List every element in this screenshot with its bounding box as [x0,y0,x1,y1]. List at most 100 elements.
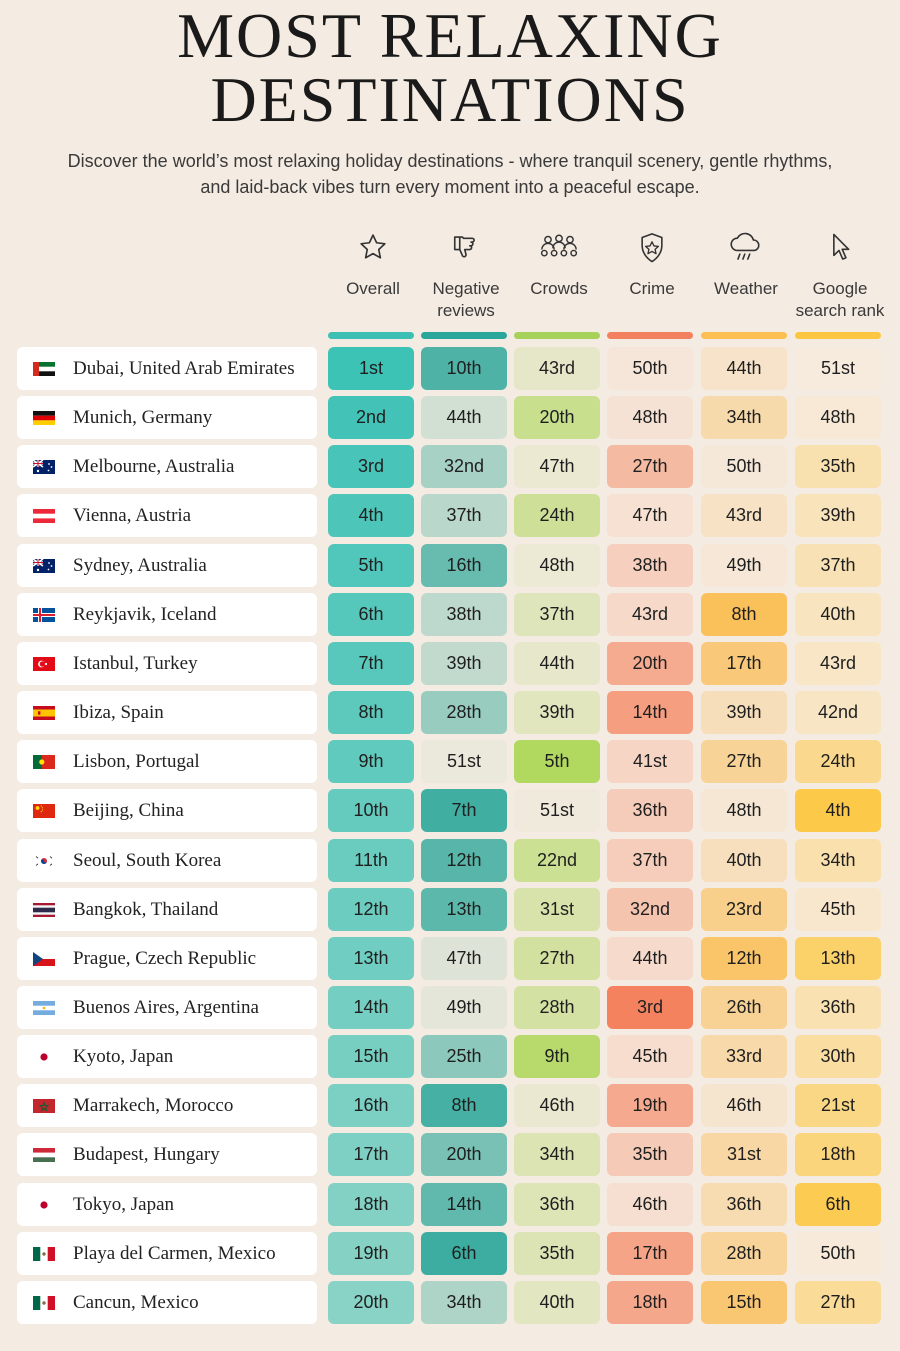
rank-cell-google: 18th [795,1133,881,1176]
rank-cell-negative: 49th [421,986,507,1029]
table-row-label: Kyoto, Japan [17,1035,317,1078]
rank-cell-google: 43rd [795,642,881,685]
rank-cell-weather: 31st [701,1133,787,1176]
rank-cell-crime: 35th [607,1133,693,1176]
column-header-crime: Crime [607,232,697,332]
subtitle: Discover the world’s most relaxing holid… [67,151,833,197]
argentina-flag-icon [33,1000,55,1015]
mexico-flag-icon [33,1295,55,1310]
spain-flag-icon [33,705,55,720]
rank-cell-crime: 27th [607,445,693,488]
rank-cell-google: 21st [795,1084,881,1127]
rank-cell-weather: 15th [701,1281,787,1324]
column-label: Negative reviews [432,279,500,320]
rank-cell-overall: 1st [328,347,414,390]
rank-cell-crowds: 44th [514,642,600,685]
rank-cell-google: 48th [795,396,881,439]
rank-cell-crime: 48th [607,396,693,439]
rank-cell-negative: 44th [421,396,507,439]
column-accent-bar [795,332,881,339]
rain-cloud-icon [701,232,791,274]
rank-cell-overall: 20th [328,1281,414,1324]
city-name: Istanbul, Turkey [73,652,198,674]
rank-cell-weather: 8th [701,593,787,636]
rank-cell-crowds: 35th [514,1232,600,1275]
rank-cell-crime: 46th [607,1183,693,1226]
rank-cell-weather: 46th [701,1084,787,1127]
rank-cell-negative: 10th [421,347,507,390]
rank-cell-weather: 27th [701,740,787,783]
rank-cell-google: 50th [795,1232,881,1275]
table-row-label: Sydney, Australia [17,544,317,587]
uae-flag-icon [33,361,55,376]
rank-cell-negative: 34th [421,1281,507,1324]
rank-cell-crime: 17th [607,1232,693,1275]
rank-cell-crime: 47th [607,494,693,537]
rank-cell-crowds: 47th [514,445,600,488]
people-icon [514,232,604,274]
rank-cell-negative: 8th [421,1084,507,1127]
rank-cell-negative: 39th [421,642,507,685]
rank-cell-negative: 6th [421,1232,507,1275]
germany-flag-icon [33,410,55,425]
table-row-label: Marrakech, Morocco [17,1084,317,1127]
rank-cell-crime: 36th [607,789,693,832]
column-accent-bar [607,332,693,339]
city-name: Bangkok, Thailand [73,898,219,920]
rank-cell-crowds: 43rd [514,347,600,390]
city-name: Budapest, Hungary [73,1143,220,1165]
japan-flag-icon [33,1049,55,1064]
column-header-crowds: Crowds [514,232,604,332]
column-accent-bar [514,332,600,339]
rank-cell-crowds: 39th [514,691,600,734]
column-accent-bar [328,332,414,339]
iceland-flag-icon [33,607,55,622]
table-row-label: Prague, Czech Republic [17,937,317,980]
table-row-label: Playa del Carmen, Mexico [17,1232,317,1275]
rank-cell-crowds: 31st [514,888,600,931]
rank-cell-crime: 43rd [607,593,693,636]
hungary-flag-icon [33,1147,55,1162]
rank-cell-crowds: 48th [514,544,600,587]
rank-cell-overall: 16th [328,1084,414,1127]
rank-cell-overall: 2nd [328,396,414,439]
rank-cell-crime: 38th [607,544,693,587]
rank-cell-overall: 13th [328,937,414,980]
table-row-label: Seoul, South Korea [17,839,317,882]
table-row-label: Tokyo, Japan [17,1183,317,1226]
rank-cell-google: 45th [795,888,881,931]
rank-cell-crowds: 40th [514,1281,600,1324]
rank-cell-weather: 50th [701,445,787,488]
cursor-icon [795,232,885,274]
rank-cell-overall: 14th [328,986,414,1029]
rank-cell-weather: 12th [701,937,787,980]
austria-flag-icon [33,508,55,523]
rank-cell-weather: 44th [701,347,787,390]
table-row-label: Munich, Germany [17,396,317,439]
rank-cell-google: 35th [795,445,881,488]
rank-cell-google: 39th [795,494,881,537]
rank-cell-crowds: 34th [514,1133,600,1176]
table-row-label: Budapest, Hungary [17,1133,317,1176]
table-row-label: Ibiza, Spain [17,691,317,734]
portugal-flag-icon [33,754,55,769]
city-name: Munich, Germany [73,406,213,428]
rank-cell-negative: 32nd [421,445,507,488]
rank-cell-google: 34th [795,839,881,882]
rank-cell-weather: 28th [701,1232,787,1275]
city-name: Seoul, South Korea [73,849,222,871]
rank-cell-crowds: 24th [514,494,600,537]
rank-cell-overall: 18th [328,1183,414,1226]
rank-cell-negative: 14th [421,1183,507,1226]
thumbs-down-icon [421,232,511,274]
rank-cell-weather: 17th [701,642,787,685]
column-label: Weather [714,279,778,298]
rank-cell-google: 27th [795,1281,881,1324]
rank-cell-overall: 17th [328,1133,414,1176]
rank-cell-weather: 34th [701,396,787,439]
rank-cell-google: 40th [795,593,881,636]
rank-cell-crowds: 46th [514,1084,600,1127]
rank-cell-google: 36th [795,986,881,1029]
rank-cell-google: 42nd [795,691,881,734]
rank-cell-overall: 11th [328,839,414,882]
